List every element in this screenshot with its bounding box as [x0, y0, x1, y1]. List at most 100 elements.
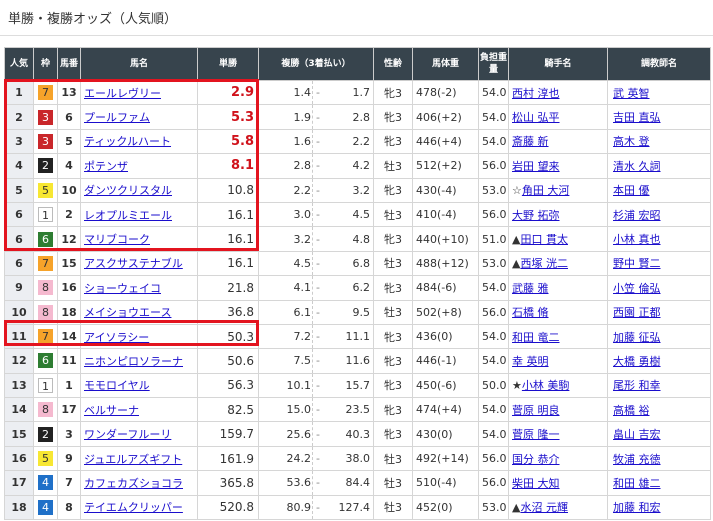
sex-age-cell: 牝3 — [373, 79, 414, 106]
sex-age-cell: 牝3 — [373, 128, 414, 155]
popularity-cell: 6 — [4, 250, 34, 277]
sex-age-cell: 牝3 — [373, 397, 414, 423]
horse-name-link[interactable]: ティックルハート — [84, 135, 172, 149]
apprentice-mark: ▲ — [512, 501, 521, 515]
trainer-link[interactable]: 高木 登 — [613, 135, 650, 149]
win-odds-cell: 82.5 — [197, 397, 259, 423]
trainer-link[interactable]: 尾形 和幸 — [613, 379, 661, 393]
horse-name-link[interactable]: ショーウェイコ — [84, 281, 161, 295]
header-popularity: 人気 — [4, 47, 34, 81]
horse-name-link[interactable]: ジュエルアズギフト — [84, 452, 183, 466]
jockey-link[interactable]: 水沼 元輝 — [520, 501, 568, 515]
table-row: 6 7 15 アスクサステナブル 16.1 4.5- 6.8 牡3 488(+12) 53.0 ▲西… — [4, 250, 712, 277]
trainer-link[interactable]: 大橋 勇樹 — [613, 354, 661, 368]
place-odds-max: 127.4 — [338, 500, 371, 514]
place-odds-max-cell: - 11.6 — [312, 348, 375, 374]
jockey-link[interactable]: 武藤 雅 — [512, 281, 549, 295]
horse-name-link[interactable]: プールファム — [84, 111, 150, 125]
trainer-link[interactable]: 清水 久詞 — [613, 159, 661, 173]
trainer-link[interactable]: 牧浦 充徳 — [613, 452, 661, 466]
horse-name-link[interactable]: アスクサステナブル — [84, 257, 183, 271]
jockey-link[interactable]: 西塚 洸二 — [520, 257, 568, 271]
horse-name-cell: ダンツクリスタル — [80, 177, 198, 203]
win-odds-cell: 161.9 — [197, 445, 259, 472]
trainer-link[interactable]: 本田 優 — [613, 184, 650, 198]
place-odds-max: 40.3 — [345, 427, 371, 441]
place-odds-min-cell: 1.4 — [258, 79, 313, 106]
win-odds-cell: 159.7 — [197, 421, 259, 447]
horse-name-cell: ショーウェイコ — [80, 275, 198, 301]
trainer-link[interactable]: 和田 雄二 — [613, 476, 661, 490]
horse-name-cell: ポテンザ — [80, 153, 198, 179]
table-row: 1 7 13 エールレヴリー 2.9 1.4- 1.7 牝3 478(-2) 54.0 西村 淳也 武… — [4, 79, 712, 106]
trainer-link[interactable]: 吉田 直弘 — [613, 111, 661, 125]
range-dash: - — [316, 110, 320, 124]
trainer-cell: 高橋 裕 — [607, 397, 712, 423]
jockey-link[interactable]: 大野 拓弥 — [512, 208, 560, 222]
frame-badge: 6 — [38, 231, 53, 247]
trainer-cell: 野中 賢二 — [607, 250, 712, 277]
horse-number-cell: 15 — [57, 250, 81, 277]
trainer-link[interactable]: 野中 賢二 — [613, 257, 661, 271]
frame-cell: 4 — [33, 494, 58, 521]
trainer-cell: 加藤 征弘 — [607, 323, 712, 350]
horse-name-link[interactable]: テイエムクリッパー — [84, 501, 183, 515]
place-odds-min-cell: 53.6 — [258, 470, 313, 496]
jockey-link[interactable]: 松山 弘平 — [512, 111, 560, 125]
jockey-link[interactable]: 田口 貫太 — [520, 233, 568, 247]
horse-name-link[interactable]: アイソラシー — [84, 330, 150, 344]
horse-number-cell: 1 — [57, 372, 81, 399]
horse-name-link[interactable]: メイショウエース — [84, 306, 172, 320]
trainer-link[interactable]: 畠山 吉宏 — [613, 428, 661, 442]
jockey-link[interactable]: 和田 竜二 — [512, 330, 560, 344]
horse-name-link[interactable]: レオプルミエール — [84, 208, 172, 222]
weight-cell: 430(-4) — [412, 177, 480, 203]
jockey-link[interactable]: 柴田 大知 — [512, 476, 560, 490]
weight-cell: 488(+12) — [412, 250, 480, 277]
trainer-link[interactable]: 西園 正都 — [613, 306, 661, 320]
horse-name-link[interactable]: マリブコーク — [84, 233, 150, 247]
place-odds-min-cell: 1.6 — [258, 128, 313, 155]
place-odds-min-cell: 24.2 — [258, 445, 313, 472]
trainer-link[interactable]: 加藤 和宏 — [613, 501, 661, 515]
trainer-cell: 小笠 倫弘 — [607, 275, 712, 301]
jockey-link[interactable]: 角田 大河 — [521, 184, 570, 198]
jockey-cell: 岩田 望来 — [508, 153, 609, 179]
horse-name-link[interactable]: エールレヴリー — [84, 86, 161, 100]
header-horse-name: 馬名 — [80, 47, 198, 81]
horse-name-link[interactable]: ポテンザ — [84, 159, 128, 173]
burden-cell: 54.0 — [478, 79, 510, 106]
horse-name-link[interactable]: ニホンピロソラーナ — [84, 354, 183, 368]
jockey-link[interactable]: 小林 美駒 — [521, 379, 570, 393]
frame-badge: 3 — [38, 133, 53, 149]
jockey-link[interactable]: 斎藤 新 — [512, 135, 549, 149]
jockey-link[interactable]: 菅原 明良 — [512, 403, 560, 417]
header-jockey: 騎手名 — [508, 47, 609, 81]
place-odds-max-cell: - 9.5 — [312, 299, 375, 325]
jockey-link[interactable]: 幸 英明 — [512, 354, 549, 368]
frame-badge: 1 — [38, 207, 53, 223]
jockey-link[interactable]: 国分 恭介 — [512, 452, 560, 466]
horse-name-link[interactable]: ダンツクリスタル — [84, 184, 172, 198]
apprentice-mark: ▲ — [512, 233, 521, 247]
frame-cell: 8 — [33, 275, 58, 301]
trainer-link[interactable]: 小林 真也 — [613, 233, 661, 247]
horse-name-link[interactable]: ワンダーフルーリ — [84, 428, 172, 442]
frame-cell: 4 — [33, 470, 58, 496]
horse-name-link[interactable]: ベルサーナ — [84, 403, 139, 417]
jockey-link[interactable]: 西村 淳也 — [512, 86, 560, 100]
jockey-link[interactable]: 石橋 脩 — [512, 306, 549, 320]
horse-number-cell: 2 — [57, 201, 81, 228]
trainer-link[interactable]: 杉浦 宏昭 — [613, 208, 661, 222]
trainer-link[interactable]: 加藤 征弘 — [613, 330, 661, 344]
jockey-link[interactable]: 菅原 隆一 — [512, 428, 560, 442]
trainer-link[interactable]: 小笠 倫弘 — [613, 281, 661, 295]
trainer-link[interactable]: 武 英智 — [613, 86, 650, 100]
horse-name-link[interactable]: モモロイヤル — [84, 379, 150, 393]
jockey-link[interactable]: 岩田 望来 — [512, 159, 560, 173]
range-dash: - — [316, 305, 320, 319]
trainer-link[interactable]: 高橋 裕 — [613, 403, 650, 417]
horse-number-cell: 3 — [57, 421, 81, 447]
horse-name-link[interactable]: カフェカズショコラ — [84, 476, 183, 490]
frame-badge: 7 — [38, 329, 53, 345]
